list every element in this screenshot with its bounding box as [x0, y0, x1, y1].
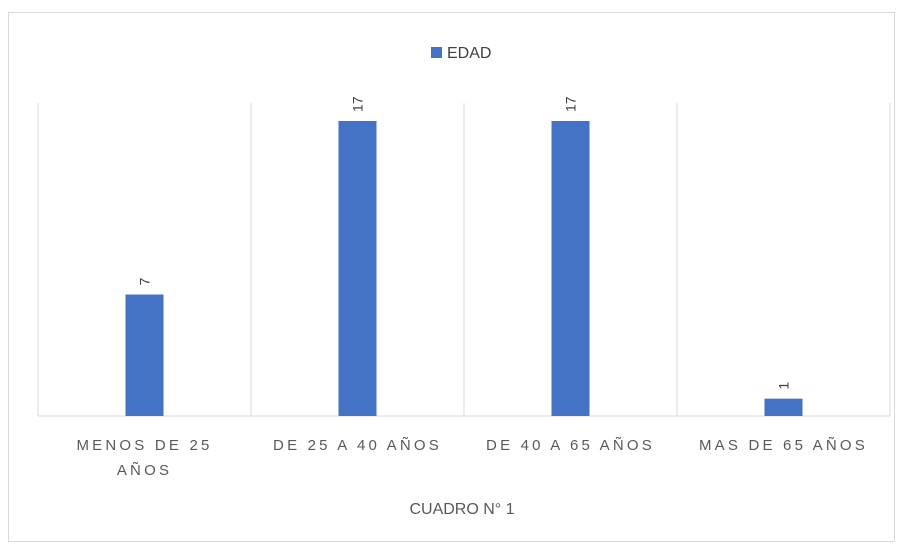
- data-label-3: 1: [776, 382, 792, 390]
- bar-0: [125, 294, 164, 416]
- data-label-0: 7: [137, 278, 153, 286]
- legend-swatch-edad: [431, 47, 442, 58]
- data-labels: 7 17 17 1: [137, 96, 792, 389]
- category-label-0-line-0: MENOS DE 25: [76, 437, 212, 454]
- bar-3: [764, 398, 803, 416]
- data-label-1: 17: [350, 96, 366, 112]
- chart-frame: [8, 12, 895, 542]
- category-labels: MENOS DE 25 AÑOS DE 25 A 40 AÑOS DE 40 A 65…: [76, 437, 868, 479]
- legend: EDAD: [431, 45, 491, 62]
- x-axis-title: CUADRO N° 1: [409, 501, 514, 518]
- category-label-2-line-0: DE 40 A 65 AÑOS: [486, 437, 655, 454]
- category-label-0-line-1: AÑOS: [117, 462, 172, 479]
- legend-label-edad: EDAD: [447, 45, 491, 62]
- bar-1: [338, 121, 377, 416]
- bars: [125, 121, 803, 416]
- category-label-1-line-0: DE 25 A 40 AÑOS: [273, 437, 442, 454]
- data-label-2: 17: [563, 96, 579, 112]
- bar-2: [551, 121, 590, 416]
- category-label-3-line-0: MAS DE 65 AÑOS: [699, 437, 868, 454]
- grid-lines: [37, 103, 891, 417]
